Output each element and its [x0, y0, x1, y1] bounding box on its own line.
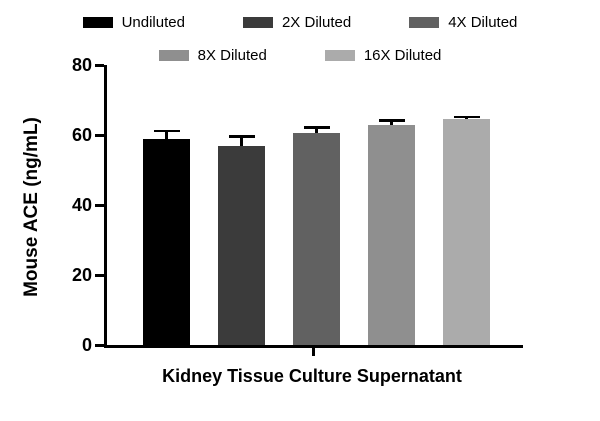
y-tick-mark-20: [95, 273, 104, 277]
y-tick-label-40: 40: [71, 195, 92, 215]
y-tick-mark-40: [95, 203, 104, 207]
legend-label-16x-diluted: 16X Diluted: [363, 47, 442, 64]
plot-area: [107, 65, 520, 345]
legend-item-4x-diluted: 4X Diluted: [409, 14, 517, 31]
bar-undiluted: [143, 138, 190, 345]
legend-swatch-2x-diluted: [242, 17, 273, 28]
y-axis-title: Mouse ACE (ng/mL): [21, 117, 42, 297]
error-bar-cap-16x-diluted: [453, 115, 480, 119]
legend-item-16x-diluted: 16X Diluted: [324, 47, 442, 64]
error-bar-cap-undiluted: [153, 129, 180, 133]
x-axis-title: Kidney Tissue Culture Supernatant: [162, 366, 462, 386]
error-bar-cap-4x-diluted: [303, 126, 330, 129]
legend-item-undiluted: Undiluted: [82, 14, 185, 31]
y-tick-label-0: 0: [81, 335, 92, 355]
y-tick-label-60: 60: [71, 125, 92, 145]
y-tick-mark-0: [95, 343, 104, 347]
legend-label-8x-diluted: 8X Diluted: [197, 47, 267, 64]
error-bar-line-undiluted: [165, 129, 168, 139]
legend-swatch-4x-diluted: [409, 17, 440, 28]
error-bar-cap-8x-diluted: [378, 119, 405, 122]
bar-16x-diluted: [443, 119, 490, 345]
legend-label-2x-diluted: 2X Diluted: [281, 14, 352, 31]
error-bar-cap-2x-diluted: [228, 135, 255, 138]
legend-item-8x-diluted: 8X Diluted: [158, 47, 267, 64]
chart-legend-row-2: 8X Diluted 16X Diluted: [0, 47, 600, 64]
y-tick-label-20: 20: [71, 265, 92, 285]
y-tick-mark-80: [95, 63, 104, 67]
bar-2x-diluted: [218, 145, 265, 345]
error-bar-line-4x-diluted: [315, 126, 318, 134]
bar-4x-diluted: [293, 133, 340, 345]
x-axis-center-tick: [312, 348, 315, 356]
y-tick-label-80: 80: [71, 55, 92, 75]
chart-legend-row-1: Undiluted 2X Diluted 4X Diluted: [0, 14, 600, 31]
legend-item-2x-diluted: 2X Diluted: [242, 14, 352, 31]
error-bar-line-8x-diluted: [390, 119, 393, 125]
legend-label-4x-diluted: 4X Diluted: [448, 14, 518, 31]
legend-label-undiluted: Undiluted: [121, 14, 185, 31]
legend-swatch-8x-diluted: [158, 50, 189, 61]
y-tick-mark-60: [95, 133, 104, 137]
legend-swatch-undiluted: [82, 17, 113, 28]
legend-swatch-16x-diluted: [324, 50, 355, 61]
x-axis-line: [104, 345, 523, 348]
error-bar-line-2x-diluted: [240, 135, 243, 146]
y-axis-line: [104, 65, 107, 348]
bar-8x-diluted: [368, 124, 415, 345]
